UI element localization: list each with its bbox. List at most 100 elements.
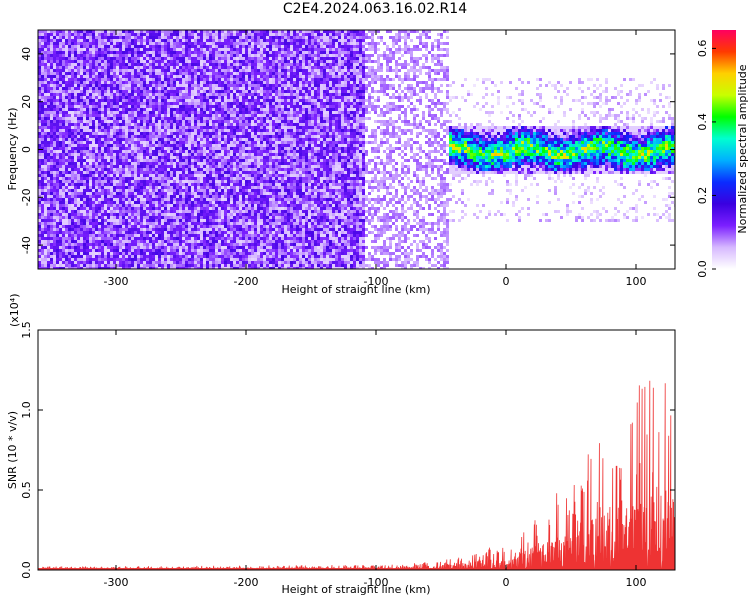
spectrogram-cell: [98, 51, 101, 54]
spectrogram-cell: [50, 96, 53, 99]
spectrogram-cell: [170, 177, 173, 180]
spectrogram-cell: [83, 189, 86, 192]
spectrogram-cell: [188, 42, 191, 45]
spectrogram-cell: [116, 81, 119, 84]
spectrogram-cell: [50, 66, 53, 69]
spectrogram-cell: [86, 261, 89, 264]
spectrogram-cell: [116, 84, 119, 87]
spectrogram-cell: [131, 162, 134, 165]
spectrogram-cell: [137, 132, 140, 135]
spectrogram-cell: [62, 36, 65, 39]
spectrogram-cell: [131, 222, 134, 225]
spectrogram-cell: [71, 225, 74, 228]
spectrogram-cell: [134, 96, 137, 99]
spectrogram-cell: [110, 168, 113, 171]
spectrogram-cell: [104, 171, 107, 174]
spectrogram-cell: [44, 75, 47, 78]
spectrogram-cell: [164, 78, 167, 81]
spectrogram-cell: [140, 42, 143, 45]
spectrogram-cell: [185, 243, 188, 246]
spectrogram-cell: [137, 168, 140, 171]
spectrogram-cell: [137, 102, 140, 105]
spectrogram-cell: [134, 141, 137, 144]
spectrogram-cell: [53, 45, 56, 48]
spectrogram-cell: [221, 126, 224, 129]
spectrogram-cell: [221, 225, 224, 228]
spectrogram-cell: [104, 201, 107, 204]
spectrogram-cell: [92, 204, 95, 207]
spectrogram-cell: [86, 81, 89, 84]
spectrogram-cell: [98, 162, 101, 165]
spectrogram-cell: [200, 267, 203, 269]
spectrogram-cell: [83, 261, 86, 264]
spectrogram-cell: [86, 156, 89, 159]
spectrogram-cell: [137, 183, 140, 186]
spectrogram-cell: [122, 69, 125, 72]
spectrogram-cell: [155, 66, 158, 69]
spectrogram-cell: [65, 96, 68, 99]
spectrogram-cell: [116, 189, 119, 192]
spectrogram-cell: [116, 192, 119, 195]
spectrogram-cell: [98, 111, 101, 114]
spectrogram-cell: [161, 102, 164, 105]
spectrogram-cell: [107, 48, 110, 51]
spectrogram-cell: [110, 138, 113, 141]
spectrogram-cell: [38, 51, 41, 54]
spectrogram-cell: [101, 171, 104, 174]
spectrogram-cell: [110, 159, 113, 162]
spectrogram-cell: [158, 231, 161, 234]
spectrogram-cell: [221, 171, 224, 174]
spectrogram-cell: [182, 225, 185, 228]
spectrogram-cell: [206, 93, 209, 96]
spectrogram-cell: [86, 153, 89, 156]
spectrogram-cell: [146, 84, 149, 87]
spectrogram-cell: [194, 198, 197, 201]
spectrogram-cell: [125, 120, 128, 123]
spectrogram-cell: [218, 114, 221, 117]
spectrogram-cell: [209, 165, 212, 168]
spectrogram-cell: [164, 111, 167, 114]
spectrogram-cell: [170, 210, 173, 213]
spectrogram-cell: [134, 186, 137, 189]
spectrogram-cell: [164, 42, 167, 45]
spectrogram-cell: [170, 111, 173, 114]
spectrogram-cell: [200, 201, 203, 204]
spectrogram-cell: [104, 111, 107, 114]
spectrogram-cell: [203, 84, 206, 87]
spectrogram-cell: [173, 255, 176, 258]
spectrogram-cell: [104, 159, 107, 162]
spectrogram-cell: [53, 69, 56, 72]
spectrogram-cell: [194, 207, 197, 210]
spectrogram-cell: [71, 60, 74, 63]
spectrogram-cell: [200, 222, 203, 225]
spectrogram-cell: [182, 222, 185, 225]
spectrogram-cell: [197, 201, 200, 204]
spectrogram-cell: [203, 135, 206, 138]
spectrogram-cell: [68, 72, 71, 75]
spectrogram-cell: [179, 93, 182, 96]
spectrogram-cell: [80, 39, 83, 42]
spectrogram-cell: [53, 60, 56, 63]
spectrogram-cell: [137, 171, 140, 174]
spectrogram-cell: [179, 243, 182, 246]
spectrogram-cell: [53, 204, 56, 207]
spectrogram-cell: [44, 183, 47, 186]
spectrogram-cell: [44, 228, 47, 231]
spectrogram-cell: [191, 57, 194, 60]
spectrogram-cell: [80, 189, 83, 192]
spectrogram-cell: [182, 114, 185, 117]
spectrogram-cell: [92, 150, 95, 153]
spectrogram-cell: [128, 39, 131, 42]
spectrogram-cell: [203, 120, 206, 123]
spectrogram-cell: [74, 114, 77, 117]
spectrogram-cell: [65, 87, 68, 90]
spectrogram-cell: [152, 63, 155, 66]
spectrogram-cell: [134, 105, 137, 108]
spectrogram-cell: [41, 111, 44, 114]
spectrogram-cell: [143, 243, 146, 246]
spectrogram-cell: [116, 111, 119, 114]
spectrogram-cell: [173, 102, 176, 105]
spectrogram-cell: [125, 183, 128, 186]
spectrogram-cell: [134, 108, 137, 111]
spectrogram-cell: [134, 267, 137, 269]
